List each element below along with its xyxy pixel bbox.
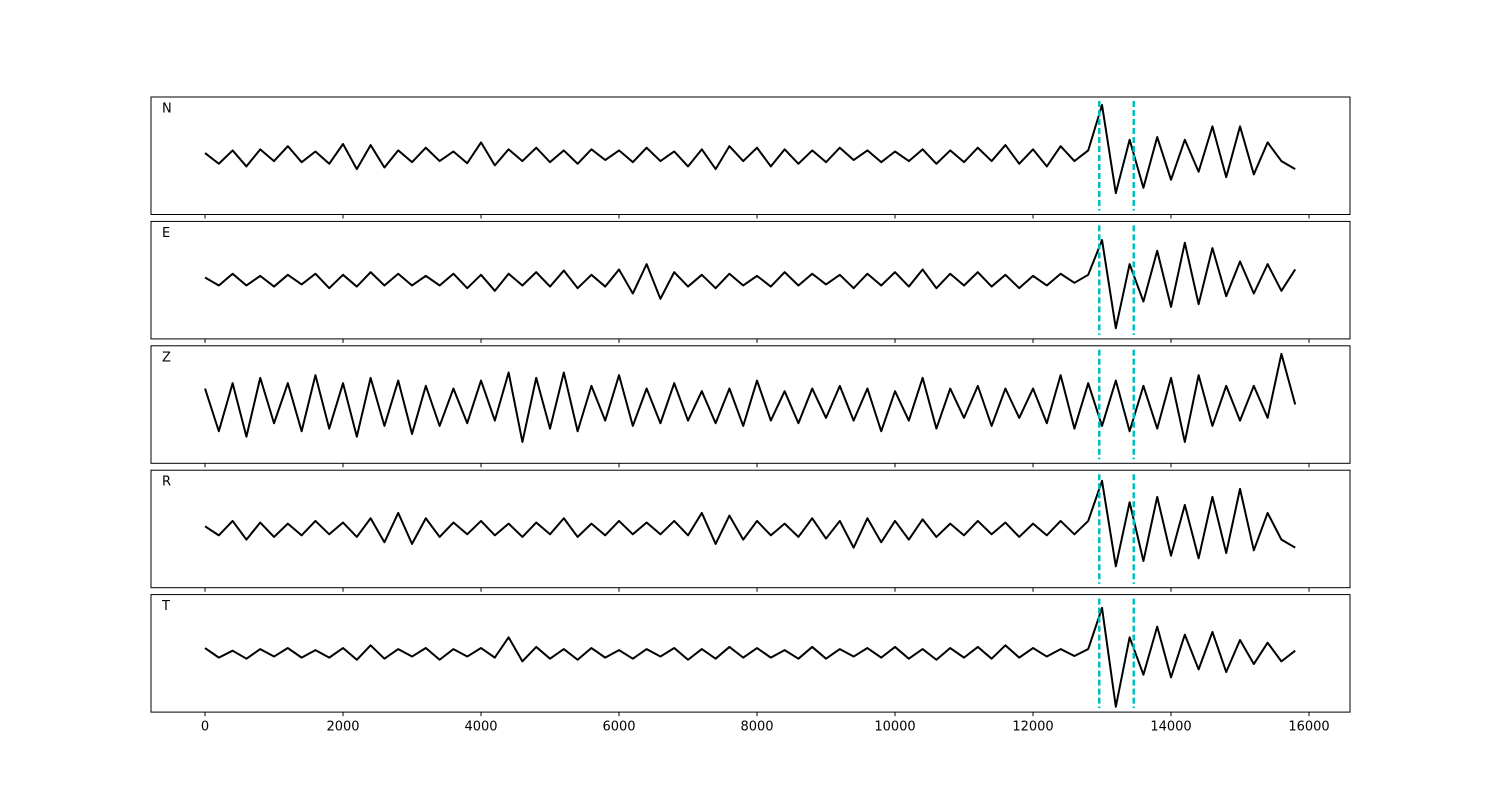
panel-label: R xyxy=(162,475,171,490)
trace xyxy=(204,104,1296,195)
x-tick-label: 12000 xyxy=(1012,720,1053,735)
x-tick-label: 0 xyxy=(201,720,209,735)
trace xyxy=(204,479,1296,568)
x-tick-label: 6000 xyxy=(602,720,635,735)
trace xyxy=(204,606,1296,708)
x-tick-label: 14000 xyxy=(1150,720,1191,735)
x-tick-label: 16000 xyxy=(1288,720,1329,735)
x-tick-label: 2000 xyxy=(326,720,359,735)
x-tick-label: 4000 xyxy=(464,720,497,735)
panel-frame xyxy=(150,96,1351,215)
panel-label: T xyxy=(161,599,170,614)
x-tick-label: 10000 xyxy=(874,720,915,735)
panel-label: E xyxy=(162,226,170,241)
panel-label: N xyxy=(162,102,172,117)
trace xyxy=(204,352,1297,443)
panel-label: Z xyxy=(162,350,171,365)
trace xyxy=(204,239,1297,330)
x-tick-label: 8000 xyxy=(740,720,773,735)
